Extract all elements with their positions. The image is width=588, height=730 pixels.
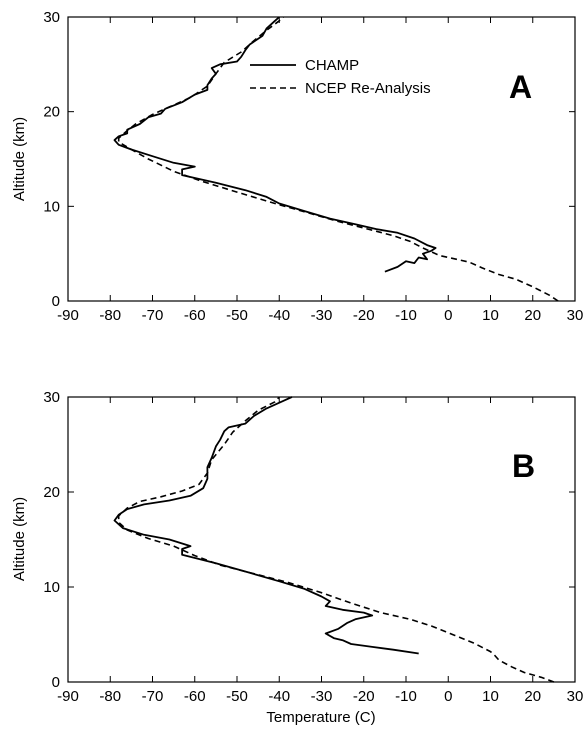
y-tick-label: 10 — [43, 579, 60, 596]
legend-label-champ: CHAMP — [305, 57, 359, 74]
x-tick-label: -50 — [226, 688, 248, 705]
x-tick-label: -70 — [142, 307, 164, 324]
x-tick-label: 30 — [567, 307, 584, 324]
series-line-ncep — [117, 396, 555, 683]
x-tick-label: -60 — [184, 307, 206, 324]
x-tick-label: 20 — [524, 307, 541, 324]
panel-b: -90 -80 -70 -60 -50 -40 -30 -20 -10 0 10 20 30 0 10 20 3… — [11, 389, 583, 726]
x-tick-label: -10 — [395, 688, 417, 705]
x-tick-label: -30 — [311, 307, 333, 324]
series-group — [113, 16, 559, 302]
panel-letter: A — [509, 69, 532, 105]
x-tick-label: -90 — [57, 688, 79, 705]
x-tick-label: 0 — [444, 688, 452, 705]
x-tick-label: -50 — [226, 307, 248, 324]
x-tick-label: 0 — [444, 307, 452, 324]
x-tick-label: -70 — [142, 688, 164, 705]
legend-label-ncep: NCEP Re-Analysis — [305, 80, 431, 97]
x-tick-label: -40 — [268, 688, 290, 705]
plot-frame — [67, 396, 576, 683]
x-tick-label: 30 — [567, 688, 584, 705]
x-tick-label: -80 — [99, 688, 121, 705]
x-tick-label: -90 — [57, 307, 79, 324]
y-tick-label: 0 — [52, 674, 60, 691]
series-line-ncep — [117, 16, 559, 302]
y-tick-label: 10 — [43, 198, 60, 215]
y-tick-label: 30 — [43, 389, 60, 406]
x-tick-label: -20 — [353, 307, 375, 324]
x-tick-label: 20 — [524, 688, 541, 705]
y-tick-label: 0 — [52, 293, 60, 310]
x-tick-label: -30 — [311, 688, 333, 705]
x-tick-label: -60 — [184, 688, 206, 705]
series-line-champ — [113, 396, 419, 655]
x-axis-label: Temperature (C) — [266, 709, 375, 726]
x-tick-label: 10 — [482, 688, 499, 705]
axis-ticks: -90 -80 -70 -60 -50 -40 -30 -20 -10 0 10 20 30 0 10 20 3… — [43, 389, 583, 705]
panel-letter: B — [512, 448, 535, 484]
x-tick-label: -10 — [395, 307, 417, 324]
x-tick-label: 10 — [482, 307, 499, 324]
x-tick-label: -20 — [353, 688, 375, 705]
y-tick-label: 30 — [43, 9, 60, 26]
x-tick-label: -80 — [99, 307, 121, 324]
x-tick-label: -40 — [268, 307, 290, 324]
series-group — [113, 396, 555, 683]
axis-ticks: -90 -80 -70 -60 -50 -40 -30 -20 -10 0 10 20 30 0 10 20 3… — [43, 9, 583, 324]
y-tick-label: 20 — [43, 104, 60, 121]
y-axis-label: Altitude (km) — [11, 497, 28, 581]
y-tick-label: 20 — [43, 484, 60, 501]
y-axis-label: Altitude (km) — [11, 117, 28, 201]
legend: CHAMP NCEP Re-Analysis — [250, 57, 431, 97]
panel-a: -90 -80 -70 -60 -50 -40 -30 -20 -10 0 10 20 30 0 10 20 3… — [11, 9, 583, 324]
